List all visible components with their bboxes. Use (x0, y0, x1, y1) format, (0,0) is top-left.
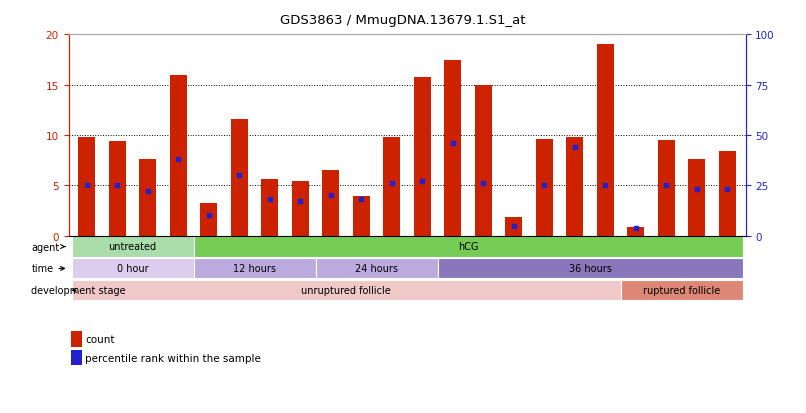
Text: 0 hour: 0 hour (117, 263, 148, 273)
Bar (139, 160, 156, 236)
Point (264, 197, 276, 203)
Point (477, 180, 490, 187)
Text: hCG: hCG (458, 242, 478, 252)
Bar (353, 197, 370, 236)
Point (294, 199, 307, 205)
Point (385, 180, 398, 187)
Bar (444, 61, 461, 236)
Bar (193, 237, 742, 257)
Bar (78, 138, 95, 236)
Point (172, 157, 185, 163)
Bar (567, 138, 584, 236)
Bar (72, 259, 193, 279)
Point (233, 173, 246, 179)
Text: development stage: development stage (31, 286, 126, 296)
Text: count: count (85, 334, 115, 344)
Bar (505, 218, 522, 236)
Text: agent: agent (31, 242, 65, 252)
Bar (193, 259, 315, 279)
Text: time: time (31, 264, 64, 274)
Bar (109, 142, 126, 236)
Bar (597, 45, 613, 236)
Bar (688, 160, 705, 236)
Bar (658, 140, 675, 236)
Text: percentile rank within the sample: percentile rank within the sample (85, 353, 261, 363)
Bar (72, 237, 193, 257)
Point (507, 223, 520, 229)
Bar (627, 227, 644, 236)
Point (599, 183, 612, 189)
Point (141, 188, 154, 195)
Bar (292, 182, 309, 236)
Point (721, 187, 733, 193)
Bar (536, 140, 553, 236)
Bar (414, 78, 430, 236)
Bar (72, 280, 621, 301)
Bar (170, 76, 187, 236)
Bar (384, 138, 400, 236)
Point (111, 183, 124, 189)
Point (629, 225, 642, 231)
Text: untreated: untreated (109, 242, 156, 252)
Point (324, 192, 337, 199)
Point (81, 183, 93, 189)
Text: 12 hours: 12 hours (233, 263, 276, 273)
Point (447, 140, 459, 147)
Bar (475, 85, 492, 236)
Point (538, 183, 550, 189)
Bar (719, 152, 736, 236)
Point (202, 213, 215, 219)
Text: 24 hours: 24 hours (355, 263, 398, 273)
Bar (201, 204, 217, 236)
Bar (322, 171, 339, 236)
Bar (261, 180, 278, 236)
Text: ruptured follicle: ruptured follicle (643, 285, 720, 295)
Text: unruptured follicle: unruptured follicle (301, 285, 391, 295)
Bar (621, 280, 742, 301)
Point (416, 178, 429, 185)
Bar (315, 259, 438, 279)
Point (355, 197, 368, 203)
Bar (438, 259, 742, 279)
Bar (231, 119, 247, 236)
Text: 36 hours: 36 hours (568, 263, 612, 273)
Text: GDS3863 / MmugDNA.13679.1.S1_at: GDS3863 / MmugDNA.13679.1.S1_at (280, 14, 526, 27)
Point (660, 183, 673, 189)
Point (690, 187, 703, 193)
Point (568, 144, 581, 151)
